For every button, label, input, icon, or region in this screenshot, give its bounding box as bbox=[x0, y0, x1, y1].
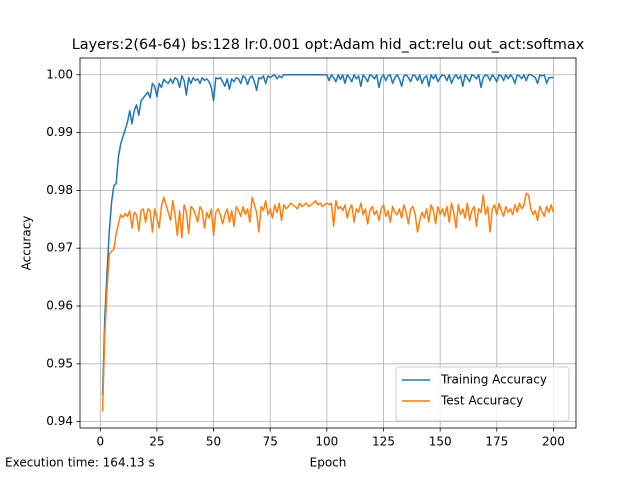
y-tick-label: 0.94 bbox=[46, 414, 73, 428]
x-tick-label: 75 bbox=[263, 435, 278, 449]
legend-label: Training Accuracy bbox=[440, 373, 547, 387]
axes-frame bbox=[79, 57, 577, 429]
x-tick-label: 150 bbox=[429, 435, 452, 449]
x-tick-label: 125 bbox=[372, 435, 395, 449]
legend-box bbox=[395, 366, 570, 422]
y-tick-label: 0.95 bbox=[46, 356, 73, 370]
data-line bbox=[101, 192, 555, 412]
x-tick-label: 25 bbox=[149, 435, 164, 449]
y-tick-label: 1.00 bbox=[46, 67, 73, 81]
y-tick-label: 0.96 bbox=[46, 299, 73, 313]
x-tick-label: 50 bbox=[206, 435, 221, 449]
legend-label: Test Accuracy bbox=[440, 394, 523, 408]
y-tick-label: 0.99 bbox=[46, 125, 73, 139]
x-tick-label: 175 bbox=[485, 435, 508, 449]
data-line bbox=[101, 74, 554, 396]
x-axis-label: Epoch bbox=[310, 456, 347, 470]
y-tick-label: 0.97 bbox=[46, 241, 73, 255]
y-axis-label: Accuracy bbox=[20, 216, 34, 271]
chart-title: Layers:2(64-64) bs:128 lr:0.001 opt:Adam… bbox=[72, 37, 585, 53]
x-tick-label: 100 bbox=[315, 435, 338, 449]
x-tick-label: 0 bbox=[96, 435, 104, 449]
y-tick-label: 0.98 bbox=[46, 183, 73, 197]
execution-time: Execution time: 164.13 s bbox=[5, 456, 155, 470]
x-tick-label: 200 bbox=[542, 435, 565, 449]
